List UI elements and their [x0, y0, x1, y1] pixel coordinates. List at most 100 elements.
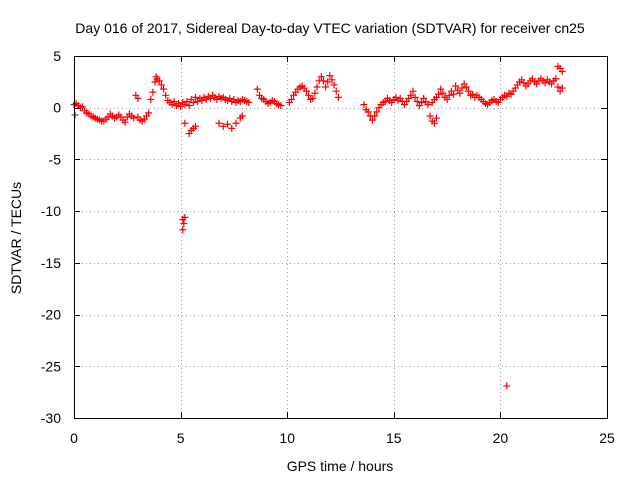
data-point — [170, 98, 178, 106]
y-tick-label: -25 — [41, 358, 61, 374]
grid — [74, 56, 607, 418]
data-point — [238, 112, 246, 120]
data-point — [189, 99, 197, 107]
data-point — [413, 98, 421, 106]
data-point — [330, 81, 338, 89]
data-points — [70, 62, 566, 390]
data-point — [462, 83, 470, 91]
data-point — [464, 87, 472, 95]
y-axis-label: SDTVAR / TECUs — [8, 182, 24, 294]
data-point — [371, 112, 379, 120]
data-point — [554, 83, 562, 91]
data-point — [409, 87, 417, 95]
data-point — [219, 122, 227, 130]
data-point — [407, 91, 415, 99]
data-point — [71, 111, 79, 119]
data-point — [458, 84, 466, 92]
x-tick-label: 10 — [279, 430, 295, 446]
data-point — [558, 68, 566, 76]
x-tick-label: 0 — [70, 430, 78, 446]
data-point — [424, 101, 432, 109]
data-point — [558, 84, 566, 92]
data-point — [162, 91, 170, 99]
data-point — [322, 83, 330, 91]
data-point — [435, 90, 443, 98]
data-point — [503, 382, 511, 390]
data-point — [552, 75, 560, 83]
data-point — [426, 112, 434, 120]
data-point — [302, 87, 310, 95]
data-point — [319, 77, 327, 85]
data-point — [309, 94, 317, 102]
data-point — [305, 91, 313, 99]
data-point — [418, 99, 426, 107]
data-point — [443, 95, 451, 103]
data-point — [364, 108, 372, 116]
data-point — [215, 119, 223, 127]
data-point — [149, 88, 157, 96]
data-point — [130, 114, 138, 122]
data-point — [287, 95, 295, 103]
data-point — [245, 99, 253, 107]
y-tick-label: 5 — [53, 48, 61, 64]
data-point — [134, 94, 142, 102]
data-point — [183, 98, 191, 106]
data-point — [185, 102, 193, 110]
data-point — [373, 108, 381, 116]
chart-title: Day 016 of 2017, Sidereal Day-to-day VTE… — [75, 20, 585, 36]
data-point — [452, 82, 460, 90]
data-point — [437, 85, 445, 93]
data-point — [145, 109, 153, 117]
y-tick-label: -30 — [41, 410, 61, 426]
plot-frame — [74, 56, 608, 419]
data-point — [155, 77, 163, 85]
x-tick-label: 25 — [599, 430, 615, 446]
data-point — [157, 81, 165, 89]
data-point — [432, 114, 440, 122]
data-point — [228, 124, 236, 132]
x-axis-label: GPS time / hours — [287, 458, 394, 474]
data-point — [180, 220, 188, 228]
data-point — [181, 119, 189, 127]
data-point — [445, 91, 453, 99]
data-point — [311, 89, 319, 97]
data-point — [334, 93, 342, 101]
data-point — [253, 85, 261, 93]
data-point — [277, 102, 285, 110]
data-point — [317, 73, 325, 81]
data-point — [332, 87, 340, 95]
y-tick-label: -20 — [41, 307, 61, 323]
data-point — [147, 95, 155, 103]
y-tick-label: -15 — [41, 255, 61, 271]
data-point — [456, 89, 464, 97]
x-tick-label: 20 — [493, 430, 509, 446]
data-point — [313, 83, 321, 91]
x-tick-label: 5 — [177, 430, 185, 446]
data-point — [181, 213, 189, 221]
data-point — [430, 119, 438, 127]
data-point — [368, 116, 376, 124]
data-point — [224, 120, 232, 128]
data-point — [411, 93, 419, 101]
data-point — [192, 122, 200, 130]
data-point — [179, 226, 187, 234]
data-point — [324, 78, 332, 86]
x-tick-label: 15 — [386, 430, 402, 446]
data-point — [449, 90, 457, 98]
data-point — [326, 72, 334, 80]
data-point — [160, 85, 168, 93]
data-point — [79, 103, 87, 111]
data-point — [439, 89, 447, 97]
data-point — [177, 103, 185, 111]
y-tick-label: 0 — [53, 100, 61, 116]
y-tick-label: -10 — [41, 203, 61, 219]
data-point — [192, 93, 200, 101]
data-point — [328, 76, 336, 84]
data-point — [121, 118, 129, 126]
y-tick-label: -5 — [49, 151, 62, 167]
data-point — [232, 119, 240, 127]
data-point — [360, 101, 368, 109]
axis-ticks: 0 5 10 15 20 25 5 0 -5 -10 -15 -20 -25 -30 — [41, 48, 615, 446]
